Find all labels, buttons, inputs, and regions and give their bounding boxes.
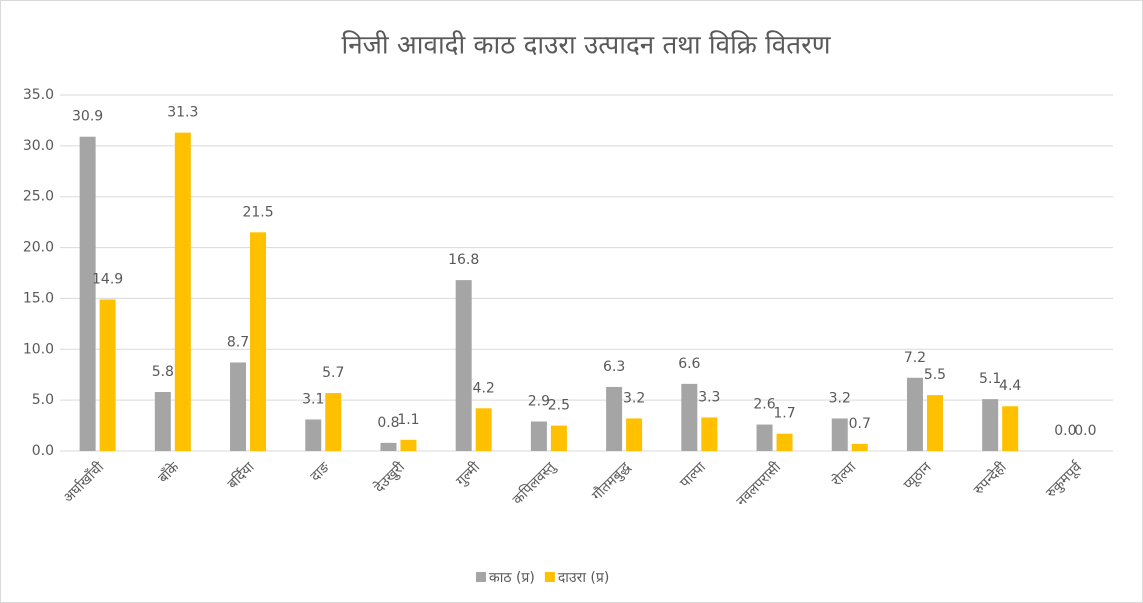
y-tick-label: 25.0 (23, 189, 54, 205)
data-label: 3.2 (829, 390, 851, 406)
data-label: 30.9 (72, 109, 103, 125)
bar (174, 132, 191, 452)
y-tick-label: 30.0 (23, 138, 54, 154)
y-tick-label: 15.0 (23, 290, 54, 306)
bar (400, 439, 417, 451)
data-label: 5.5 (924, 367, 946, 383)
legend-swatch (476, 572, 486, 582)
bar (626, 418, 643, 451)
legend-label: काठ (प्र) (489, 570, 535, 586)
data-label: 2.9 (528, 394, 550, 410)
bar (99, 299, 116, 451)
bar (906, 377, 923, 451)
bar (926, 395, 943, 451)
bar (230, 362, 247, 451)
bar (475, 408, 492, 451)
bar (550, 425, 567, 451)
bar (756, 424, 773, 451)
bar (325, 393, 342, 451)
bar (701, 417, 718, 451)
data-label: 3.1 (302, 391, 324, 407)
data-label: 7.2 (904, 350, 926, 366)
y-tick-label: 5.0 (32, 392, 54, 408)
legend-swatch (544, 572, 555, 582)
y-tick-label: 10.0 (23, 341, 54, 357)
data-label: 0.0 (1074, 423, 1096, 439)
data-label: 4.4 (999, 378, 1021, 394)
data-label: 6.3 (603, 359, 625, 375)
data-label: 1.1 (397, 412, 419, 428)
data-label: 6.6 (678, 356, 700, 372)
y-tick-label: 0.0 (32, 443, 54, 459)
data-label: 5.8 (152, 364, 174, 380)
bar (79, 136, 96, 451)
data-label: 0.8 (377, 415, 399, 431)
y-tick-label: 20.0 (23, 240, 54, 256)
data-label: 3.3 (698, 389, 720, 405)
data-label: 3.2 (623, 390, 645, 406)
bar (1002, 406, 1019, 451)
bar (530, 421, 547, 451)
data-label: 2.5 (548, 398, 570, 414)
legend-label: दाउरा (प्र) (558, 570, 609, 586)
data-label: 8.7 (227, 335, 249, 351)
bar (455, 280, 472, 451)
data-label: 0.0 (1054, 423, 1076, 439)
bar (154, 392, 171, 451)
data-label: 2.6 (753, 397, 775, 413)
bar (851, 443, 868, 451)
bar (305, 419, 322, 451)
data-label: 5.7 (322, 365, 344, 381)
bar (380, 442, 397, 451)
bar (606, 386, 623, 451)
data-label: 16.8 (448, 252, 479, 268)
bar (831, 418, 848, 451)
data-label: 21.5 (242, 204, 273, 220)
bar (681, 383, 698, 451)
data-label: 0.7 (849, 416, 871, 432)
data-label: 5.1 (979, 371, 1001, 387)
data-label: 31.3 (167, 105, 198, 121)
data-label: 1.7 (773, 406, 795, 422)
bar (776, 433, 793, 451)
chart-title: निजी आवादी काठ दाउरा उत्पादन तथा विक्रि … (341, 30, 831, 61)
data-label: 14.9 (92, 271, 123, 287)
bar (250, 232, 267, 451)
y-tick-label: 35.0 (23, 87, 54, 103)
bar (982, 399, 999, 451)
data-label: 4.2 (473, 380, 495, 396)
